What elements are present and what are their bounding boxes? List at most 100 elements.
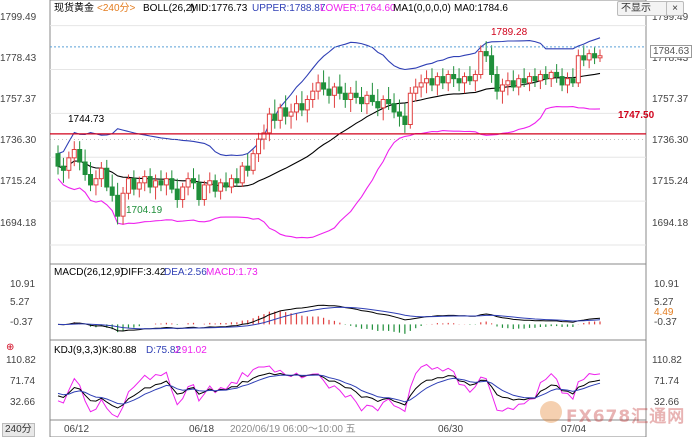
- macd-panel: [57, 304, 601, 334]
- candle-body: [467, 76, 473, 82]
- candle-body: [109, 186, 115, 196]
- candle-body: [499, 84, 505, 92]
- boll-upper-line: [57, 37, 601, 157]
- candle-body: [142, 176, 148, 184]
- macd-axis: 10.91 10.91 5.27 5.27 -0.37 -0.37 4.49: [10, 279, 679, 328]
- price-axis-label-right: 1715.24: [652, 176, 689, 187]
- candle-body: [462, 76, 467, 84]
- price-axis-label-right: 1799.49: [652, 12, 689, 23]
- candle-body: [559, 76, 565, 86]
- candle-body: [310, 90, 316, 100]
- candle-body: [125, 178, 131, 194]
- price-axis-label-left: 1694.18: [0, 218, 37, 229]
- candle-body: [445, 74, 451, 84]
- candle-body: [326, 88, 332, 96]
- candle-body: [234, 178, 240, 184]
- kdj-title: KDJ(9,3,3): [54, 345, 102, 356]
- candle-body: [592, 53, 598, 59]
- candle-body: [77, 149, 83, 163]
- current-price-tag: 1784.63: [650, 45, 693, 58]
- ma1-label: MA1(0,0,0,0): [393, 3, 451, 14]
- boll-lower-label: LOWER:1764.60: [320, 3, 396, 14]
- macd-diff-label: DIFF:3.42: [121, 267, 166, 278]
- x-axis-label: 07/04: [561, 424, 586, 435]
- candle-body: [174, 188, 180, 200]
- kdj-legend: ⊕ KDJ(9,3,3) K:80.88 D:75.82 J:91.02: [6, 342, 207, 356]
- x-axis-label: 06/12: [64, 424, 89, 435]
- candle-body: [402, 115, 408, 125]
- candle-body: [293, 103, 299, 113]
- price-axis-label-right: 1694.18: [652, 218, 689, 229]
- grid-lines: [50, 25, 646, 246]
- level-annotation: 1744.73: [68, 114, 105, 125]
- kdj-d-label: D:75.82: [146, 345, 181, 356]
- macd-title: MACD(26,12,9): [54, 267, 123, 278]
- candle-body: [391, 103, 397, 113]
- candle-body: [250, 153, 256, 171]
- price-axis-label-left: 1799.49: [0, 12, 37, 23]
- candle-body: [180, 186, 186, 200]
- price-annotations: 1744.73 1789.28 1704.19: [68, 27, 528, 216]
- candle-body: [131, 178, 137, 190]
- candle-body: [223, 182, 229, 188]
- candle-body: [554, 71, 560, 78]
- candle-body: [288, 111, 294, 117]
- candle-body: [163, 178, 169, 186]
- candle-body: [201, 184, 207, 201]
- candle-body: [147, 176, 153, 188]
- candle-body: [120, 192, 126, 217]
- candle-body: [521, 78, 527, 84]
- hide-indicator-button[interactable]: 不显示: [617, 1, 669, 16]
- candle-body: [581, 55, 587, 61]
- boll-label: BOLL(26,2): [143, 3, 195, 14]
- candle-body: [342, 92, 348, 100]
- candle-body: [440, 76, 446, 84]
- candle-body: [207, 180, 213, 186]
- candle-body: [369, 94, 375, 103]
- candle-body: [516, 78, 522, 88]
- boll-mid-label: MID:1776.73: [190, 3, 248, 14]
- candle-body: [586, 53, 592, 61]
- candle-body: [537, 74, 543, 82]
- candle-body: [570, 78, 576, 84]
- logo-text: FX678汇通网: [566, 407, 686, 427]
- candle-body: [386, 99, 392, 105]
- ma0-label: MA0:1784.6: [454, 3, 508, 14]
- candle-body: [115, 194, 121, 217]
- close-icon[interactable]: ×: [666, 1, 684, 16]
- horizontal-lines: [50, 46, 646, 140]
- kdj-axis: 110.82 110.82 71.74 71.74 32.66 32.66: [6, 355, 682, 408]
- candle-body: [212, 180, 218, 192]
- kdj-axis-label: 32.66: [654, 397, 679, 408]
- high-annotation: 1789.28: [491, 27, 528, 38]
- candle-body: [418, 82, 424, 88]
- candle-body: [136, 182, 142, 190]
- kdj-axis-label: 71.74: [10, 376, 35, 387]
- kdj-axis-label: 71.74: [654, 376, 679, 387]
- candle-body: [451, 74, 457, 80]
- price-axis-label-left: 1715.24: [0, 176, 37, 187]
- candle-body: [396, 111, 402, 117]
- candle-body: [191, 178, 196, 184]
- candle-body: [575, 55, 581, 84]
- x-axis: 06/12 06/18 06/30 07/04 2020/06/19 06:00…: [64, 424, 586, 435]
- candle-body: [375, 101, 381, 109]
- candle-body: [272, 113, 278, 121]
- candle-body: [359, 96, 365, 105]
- period-label: <240分>: [97, 2, 136, 14]
- candle-body: [527, 76, 533, 84]
- kdj-panel: [57, 363, 601, 418]
- kdj-axis-label: 110.82: [6, 355, 36, 366]
- macd-axis-label: -0.37: [10, 317, 33, 328]
- candle-body: [434, 76, 440, 86]
- candle-body: [315, 82, 321, 92]
- candle-body: [218, 182, 224, 192]
- plot-frame: [49, 0, 647, 437]
- kdj-j-label: J:91.02: [174, 345, 207, 356]
- period-tab[interactable]: 240分: [2, 423, 35, 437]
- macd-dea-line: [57, 306, 601, 330]
- candle-body: [532, 76, 538, 82]
- candle-body: [429, 78, 435, 86]
- candle-body: [494, 74, 500, 92]
